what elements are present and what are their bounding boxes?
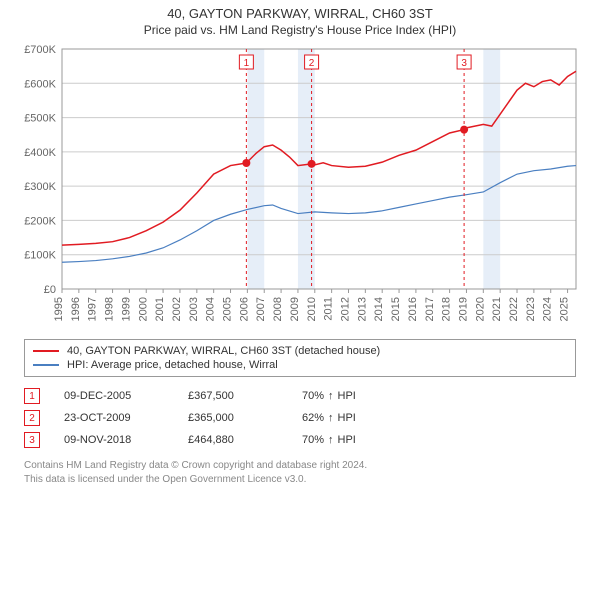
sale-date: 09-NOV-2018 bbox=[64, 434, 164, 446]
svg-text:£100K: £100K bbox=[24, 250, 56, 262]
legend-label: 40, GAYTON PARKWAY, WIRRAL, CH60 3ST (de… bbox=[67, 345, 380, 357]
line-chart-svg: £0 £100K £200K £300K £400K £500K £600K £700K 199… bbox=[14, 43, 584, 333]
sale-row: 1 09-DEC-2005 £367,500 70% ↑ HPI bbox=[24, 385, 576, 407]
svg-text:£400K: £400K bbox=[24, 147, 56, 159]
svg-text:2009: 2009 bbox=[289, 297, 301, 321]
sale-delta-suffix: HPI bbox=[338, 412, 356, 424]
sale-delta: 62% ↑ HPI bbox=[302, 412, 356, 424]
svg-text:1998: 1998 bbox=[104, 297, 116, 321]
svg-text:2006: 2006 bbox=[238, 297, 250, 321]
sale-date: 23-OCT-2009 bbox=[64, 412, 164, 424]
svg-text:2018: 2018 bbox=[441, 297, 453, 321]
footer-line-2: This data is licensed under the Open Gov… bbox=[24, 473, 576, 487]
sale-price: £365,000 bbox=[188, 412, 278, 424]
svg-text:2015: 2015 bbox=[390, 297, 402, 321]
sale-delta-pct: 62% bbox=[302, 412, 324, 424]
arrow-up-icon: ↑ bbox=[328, 390, 334, 402]
svg-text:3: 3 bbox=[461, 58, 467, 69]
legend-item: 40, GAYTON PARKWAY, WIRRAL, CH60 3ST (de… bbox=[33, 344, 567, 358]
arrow-up-icon: ↑ bbox=[328, 434, 334, 446]
chart-subtitle: Price paid vs. HM Land Registry's House … bbox=[0, 21, 600, 37]
footer-line-1: Contains HM Land Registry data © Crown c… bbox=[24, 459, 576, 473]
footer-attribution: Contains HM Land Registry data © Crown c… bbox=[24, 459, 576, 486]
sale-price: £367,500 bbox=[188, 390, 278, 402]
legend-swatch bbox=[33, 350, 59, 352]
svg-text:1996: 1996 bbox=[70, 297, 82, 321]
svg-text:2019: 2019 bbox=[457, 297, 469, 321]
svg-text:2013: 2013 bbox=[356, 297, 368, 321]
svg-text:2004: 2004 bbox=[205, 297, 217, 321]
sale-marker-box: 3 bbox=[24, 432, 40, 448]
legend-item: HPI: Average price, detached house, Wirr… bbox=[33, 358, 567, 372]
arrow-up-icon: ↑ bbox=[328, 412, 334, 424]
svg-text:£200K: £200K bbox=[24, 215, 56, 227]
svg-text:£300K: £300K bbox=[24, 181, 56, 193]
svg-text:1: 1 bbox=[244, 58, 250, 69]
svg-text:2003: 2003 bbox=[188, 297, 200, 321]
sale-delta: 70% ↑ HPI bbox=[302, 390, 356, 402]
legend: 40, GAYTON PARKWAY, WIRRAL, CH60 3ST (de… bbox=[24, 339, 576, 377]
title-block: 40, GAYTON PARKWAY, WIRRAL, CH60 3ST Pri… bbox=[0, 0, 600, 39]
sale-delta-pct: 70% bbox=[302, 434, 324, 446]
svg-text:£500K: £500K bbox=[24, 113, 56, 125]
svg-text:2007: 2007 bbox=[255, 297, 267, 321]
legend-label: HPI: Average price, detached house, Wirr… bbox=[67, 359, 278, 371]
chart-container: 40, GAYTON PARKWAY, WIRRAL, CH60 3ST Pri… bbox=[0, 0, 600, 590]
svg-text:2020: 2020 bbox=[474, 297, 486, 321]
sale-marker-box: 1 bbox=[24, 388, 40, 404]
sales-table: 1 09-DEC-2005 £367,500 70% ↑ HPI 2 23-OCT-2009 £… bbox=[24, 385, 576, 451]
svg-text:1997: 1997 bbox=[87, 297, 99, 321]
sale-price: £464,880 bbox=[188, 434, 278, 446]
svg-text:2001: 2001 bbox=[154, 297, 166, 321]
svg-text:2008: 2008 bbox=[272, 297, 284, 321]
sale-date: 09-DEC-2005 bbox=[64, 390, 164, 402]
sale-marker-box: 2 bbox=[24, 410, 40, 426]
svg-text:£600K: £600K bbox=[24, 78, 56, 90]
svg-text:2000: 2000 bbox=[137, 297, 149, 321]
svg-text:1999: 1999 bbox=[120, 297, 132, 321]
chart-plot: £0 £100K £200K £300K £400K £500K £600K £700K 199… bbox=[14, 43, 586, 333]
svg-text:£0: £0 bbox=[44, 284, 56, 296]
svg-text:2012: 2012 bbox=[339, 297, 351, 321]
svg-text:2002: 2002 bbox=[171, 297, 183, 321]
svg-text:2010: 2010 bbox=[306, 297, 318, 321]
svg-text:2023: 2023 bbox=[525, 297, 537, 321]
svg-text:2021: 2021 bbox=[491, 297, 503, 321]
svg-text:2011: 2011 bbox=[323, 297, 335, 321]
svg-text:2025: 2025 bbox=[559, 297, 571, 321]
svg-text:1995: 1995 bbox=[53, 297, 65, 321]
chart-title: 40, GAYTON PARKWAY, WIRRAL, CH60 3ST bbox=[0, 6, 600, 21]
svg-text:2024: 2024 bbox=[542, 297, 554, 321]
legend-swatch bbox=[33, 364, 59, 366]
sale-row: 2 23-OCT-2009 £365,000 62% ↑ HPI bbox=[24, 407, 576, 429]
svg-text:2017: 2017 bbox=[424, 297, 436, 321]
sale-row: 3 09-NOV-2018 £464,880 70% ↑ HPI bbox=[24, 429, 576, 451]
svg-text:2022: 2022 bbox=[508, 297, 520, 321]
svg-text:£700K: £700K bbox=[24, 44, 56, 56]
sale-delta-suffix: HPI bbox=[338, 390, 356, 402]
sale-delta: 70% ↑ HPI bbox=[302, 434, 356, 446]
svg-text:2014: 2014 bbox=[373, 297, 385, 321]
sale-delta-suffix: HPI bbox=[338, 434, 356, 446]
sale-delta-pct: 70% bbox=[302, 390, 324, 402]
svg-text:2016: 2016 bbox=[407, 297, 419, 321]
svg-text:2: 2 bbox=[309, 58, 315, 69]
svg-text:2005: 2005 bbox=[222, 297, 234, 321]
